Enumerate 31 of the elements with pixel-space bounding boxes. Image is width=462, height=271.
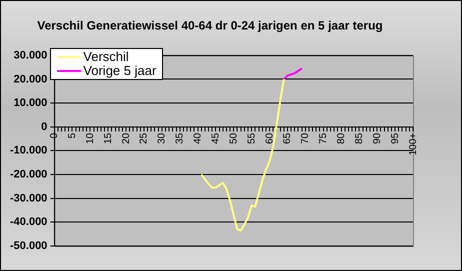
y-tick-label: 20.000 <box>14 73 48 86</box>
y-tick-label: -30.000 <box>10 192 48 204</box>
x-tick-label: 60 <box>264 132 276 144</box>
x-tick-label: 75 <box>318 132 330 144</box>
x-tick-label: 90 <box>372 132 383 144</box>
y-tick-label: -50.000 <box>10 240 48 252</box>
y-tick-label: -40.000 <box>10 216 48 228</box>
x-tick-label: 100+ <box>408 132 419 156</box>
legend-label: Vorige 5 jaar <box>83 63 156 78</box>
x-tick-label: 15 <box>102 132 114 144</box>
y-tick-label: 30.000 <box>14 49 48 62</box>
x-tick-label: 85 <box>354 132 365 144</box>
y-tick-label: -20.000 <box>10 168 48 181</box>
x-tick-label: 80 <box>336 132 348 144</box>
x-tick-label: 95 <box>390 132 401 144</box>
x-tick-label: 35 <box>174 132 186 144</box>
x-tick-label: 55 <box>246 132 258 144</box>
y-tick-label: -10.000 <box>10 144 48 157</box>
x-tick-label: 30 <box>156 132 168 144</box>
x-tick-label: 65 <box>282 132 294 144</box>
x-tick-label: 45 <box>210 132 222 144</box>
x-tick-label: 40 <box>192 132 204 144</box>
x-tick-label: 50 <box>228 132 240 144</box>
legend-label: Verschil <box>83 49 129 64</box>
chart-title: Verschil Generatiewissel 40-64 dr 0-24 jarigen en 5 jaar terug <box>37 18 383 33</box>
y-tick-label: 10.000 <box>14 97 48 110</box>
x-tick-label: 25 <box>138 132 150 144</box>
x-tick-label: 10 <box>84 132 96 144</box>
x-tick-label: 70 <box>300 132 312 144</box>
x-tick-label: 20 <box>120 132 132 144</box>
x-tick-label: 5 <box>66 132 78 138</box>
